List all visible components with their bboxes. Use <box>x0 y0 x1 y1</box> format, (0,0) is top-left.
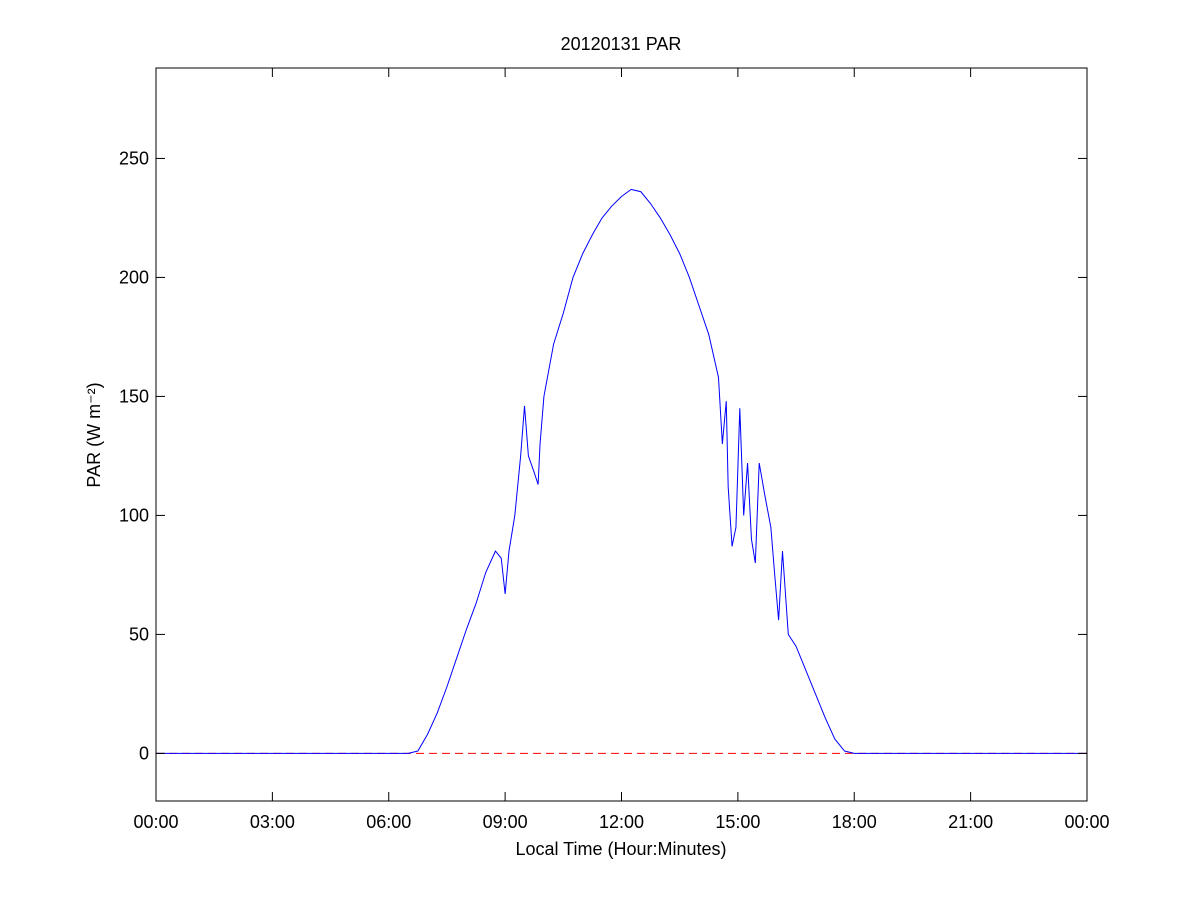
x-tick-label: 12:00 <box>599 812 644 832</box>
x-axis-label: Local Time (Hour:Minutes) <box>515 839 726 859</box>
y-tick-label: 50 <box>129 624 149 644</box>
y-tick-label: 250 <box>119 148 149 168</box>
x-tick-label: 18:00 <box>832 812 877 832</box>
x-tick-label: 09:00 <box>483 812 528 832</box>
y-tick-label: 150 <box>119 386 149 406</box>
x-tick-label: 00:00 <box>1064 812 1109 832</box>
x-tick-label: 03:00 <box>250 812 295 832</box>
y-tick-label: 200 <box>119 267 149 287</box>
y-tick-label: 0 <box>139 743 149 763</box>
x-tick-label: 15:00 <box>715 812 760 832</box>
x-tick-label: 06:00 <box>366 812 411 832</box>
x-tick-label: 00:00 <box>133 812 178 832</box>
y-tick-label: 100 <box>119 505 149 525</box>
data-line <box>156 188 1087 754</box>
chart-title: 20120131 PAR <box>561 34 682 54</box>
x-tick-label: 21:00 <box>948 812 993 832</box>
y-axis-label: PAR (W m⁻²) <box>84 382 104 487</box>
